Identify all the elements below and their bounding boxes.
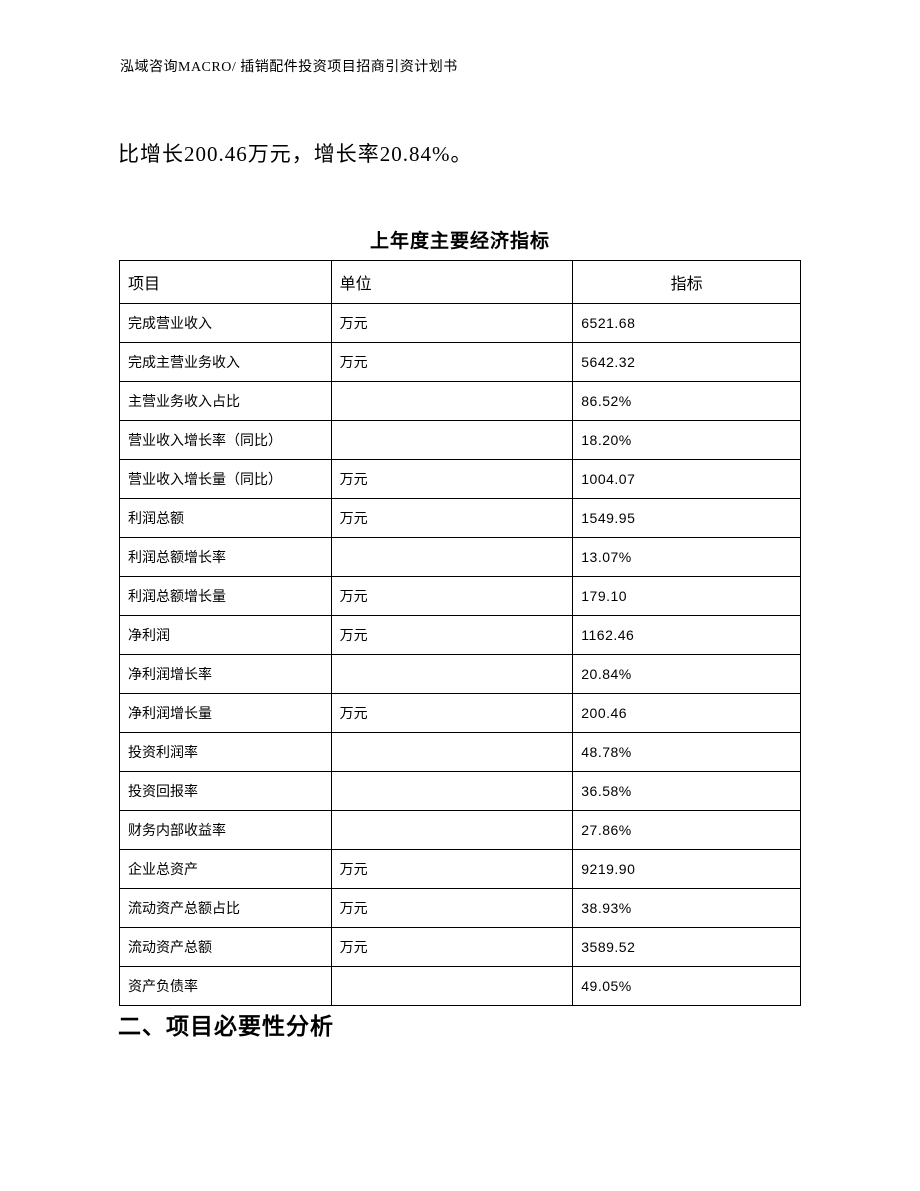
- cell-project: 完成营业收入: [120, 304, 332, 343]
- cell-project: 投资利润率: [120, 733, 332, 772]
- cell-value: 48.78%: [573, 733, 801, 772]
- table-row: 利润总额增长量 万元 179.10: [120, 577, 801, 616]
- table-row: 流动资产总额占比 万元 38.93%: [120, 889, 801, 928]
- cell-value: 1004.07: [573, 460, 801, 499]
- cell-unit: 万元: [331, 577, 573, 616]
- cell-unit: 万元: [331, 304, 573, 343]
- economic-indicators-table: 项目 单位 指标 完成营业收入 万元 6521.68 完成主营业务收入 万元 5…: [119, 260, 801, 1006]
- section-heading: 二、项目必要性分析: [118, 1007, 334, 1041]
- cell-value: 6521.68: [573, 304, 801, 343]
- cell-unit: 万元: [331, 694, 573, 733]
- cell-value: 1162.46: [573, 616, 801, 655]
- table-body: 完成营业收入 万元 6521.68 完成主营业务收入 万元 5642.32 主营…: [120, 304, 801, 1006]
- table-row: 利润总额增长率 13.07%: [120, 538, 801, 577]
- cell-project: 营业收入增长率（同比）: [120, 421, 332, 460]
- cell-unit: [331, 382, 573, 421]
- cell-unit: [331, 655, 573, 694]
- cell-value: 3589.52: [573, 928, 801, 967]
- column-header-indicator: 指标: [573, 261, 801, 304]
- cell-project: 利润总额增长率: [120, 538, 332, 577]
- page-header: 泓域咨询MACRO/ 插销配件投资项目招商引资计划书: [120, 56, 458, 76]
- table-row: 营业收入增长率（同比） 18.20%: [120, 421, 801, 460]
- table-title: 上年度主要经济指标: [0, 226, 920, 253]
- column-header-unit: 单位: [331, 261, 573, 304]
- body-paragraph: 比增长200.46万元，增长率20.84%。: [118, 138, 473, 168]
- table-row: 净利润增长量 万元 200.46: [120, 694, 801, 733]
- cell-project: 投资回报率: [120, 772, 332, 811]
- table-row: 财务内部收益率 27.86%: [120, 811, 801, 850]
- cell-unit: [331, 811, 573, 850]
- cell-unit: [331, 421, 573, 460]
- cell-value: 49.05%: [573, 967, 801, 1006]
- cell-project: 净利润增长量: [120, 694, 332, 733]
- cell-unit: 万元: [331, 343, 573, 382]
- cell-value: 200.46: [573, 694, 801, 733]
- table-row: 投资利润率 48.78%: [120, 733, 801, 772]
- cell-value: 36.58%: [573, 772, 801, 811]
- cell-project: 利润总额: [120, 499, 332, 538]
- cell-project: 企业总资产: [120, 850, 332, 889]
- table-row: 资产负债率 49.05%: [120, 967, 801, 1006]
- cell-project: 财务内部收益率: [120, 811, 332, 850]
- table-row: 主营业务收入占比 86.52%: [120, 382, 801, 421]
- cell-unit: [331, 772, 573, 811]
- cell-unit: [331, 538, 573, 577]
- cell-value: 18.20%: [573, 421, 801, 460]
- cell-value: 179.10: [573, 577, 801, 616]
- table-row: 企业总资产 万元 9219.90: [120, 850, 801, 889]
- cell-unit: 万元: [331, 499, 573, 538]
- cell-project: 流动资产总额占比: [120, 889, 332, 928]
- cell-project: 净利润: [120, 616, 332, 655]
- cell-unit: 万元: [331, 460, 573, 499]
- table-row: 利润总额 万元 1549.95: [120, 499, 801, 538]
- cell-value: 13.07%: [573, 538, 801, 577]
- table-row: 营业收入增长量（同比） 万元 1004.07: [120, 460, 801, 499]
- table-row: 流动资产总额 万元 3589.52: [120, 928, 801, 967]
- cell-project: 资产负债率: [120, 967, 332, 1006]
- cell-unit: 万元: [331, 928, 573, 967]
- cell-unit: [331, 967, 573, 1006]
- cell-project: 利润总额增长量: [120, 577, 332, 616]
- cell-unit: 万元: [331, 889, 573, 928]
- table-header-row: 项目 单位 指标: [120, 261, 801, 304]
- cell-value: 5642.32: [573, 343, 801, 382]
- table-row: 完成主营业务收入 万元 5642.32: [120, 343, 801, 382]
- cell-value: 38.93%: [573, 889, 801, 928]
- cell-unit: 万元: [331, 616, 573, 655]
- table-row: 完成营业收入 万元 6521.68: [120, 304, 801, 343]
- cell-project: 净利润增长率: [120, 655, 332, 694]
- cell-value: 86.52%: [573, 382, 801, 421]
- table-row: 投资回报率 36.58%: [120, 772, 801, 811]
- cell-value: 20.84%: [573, 655, 801, 694]
- cell-value: 9219.90: [573, 850, 801, 889]
- cell-project: 主营业务收入占比: [120, 382, 332, 421]
- cell-project: 营业收入增长量（同比）: [120, 460, 332, 499]
- cell-project: 完成主营业务收入: [120, 343, 332, 382]
- table-row: 净利润增长率 20.84%: [120, 655, 801, 694]
- cell-unit: [331, 733, 573, 772]
- cell-project: 流动资产总额: [120, 928, 332, 967]
- cell-value: 27.86%: [573, 811, 801, 850]
- cell-value: 1549.95: [573, 499, 801, 538]
- column-header-project: 项目: [120, 261, 332, 304]
- cell-unit: 万元: [331, 850, 573, 889]
- table-row: 净利润 万元 1162.46: [120, 616, 801, 655]
